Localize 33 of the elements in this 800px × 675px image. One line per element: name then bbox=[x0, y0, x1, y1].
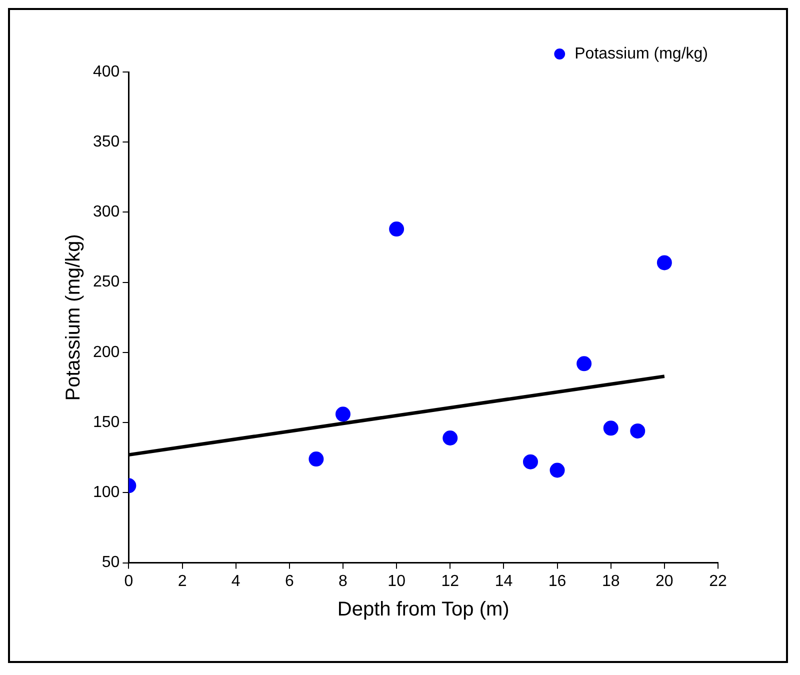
x-tick-label: 14 bbox=[494, 572, 513, 590]
x-tick-label: 22 bbox=[709, 572, 727, 590]
y-tick-label: 50 bbox=[102, 554, 120, 572]
point bbox=[442, 430, 458, 446]
y-tick-label: 300 bbox=[92, 204, 120, 221]
y-axis-title: Potassium (mg/kg) bbox=[62, 234, 85, 401]
point bbox=[522, 454, 538, 470]
x-tick-label: 16 bbox=[548, 572, 566, 590]
point bbox=[308, 452, 324, 467]
x-tick-label: 2 bbox=[178, 572, 187, 590]
y-tick-label: 400 bbox=[92, 63, 120, 80]
point bbox=[389, 222, 404, 237]
legend-label: Potassium (mg/kg) bbox=[574, 45, 708, 62]
x-tick-label: 6 bbox=[284, 572, 294, 590]
point bbox=[576, 356, 592, 372]
x-tick-label: 20 bbox=[656, 572, 674, 590]
point bbox=[335, 406, 350, 422]
x-tick-label: 8 bbox=[338, 572, 348, 590]
point bbox=[656, 255, 672, 270]
y-tick-label: 250 bbox=[92, 274, 120, 291]
x-tick-label: 12 bbox=[441, 572, 460, 590]
point bbox=[630, 423, 646, 438]
x-tick-label: 4 bbox=[231, 572, 240, 590]
point bbox=[550, 462, 565, 478]
x-axis-title: Depth from Top (m) bbox=[337, 598, 510, 621]
x-tick-label: 18 bbox=[602, 572, 620, 590]
x-tick-label: 10 bbox=[388, 572, 406, 590]
y-tick-label: 150 bbox=[92, 414, 120, 431]
point bbox=[603, 420, 618, 436]
y-tick-label: 200 bbox=[92, 344, 120, 361]
y-tick-label: 100 bbox=[92, 484, 120, 502]
x-tick-label: 0 bbox=[124, 572, 134, 590]
y-tick-label: 350 bbox=[92, 134, 120, 151]
